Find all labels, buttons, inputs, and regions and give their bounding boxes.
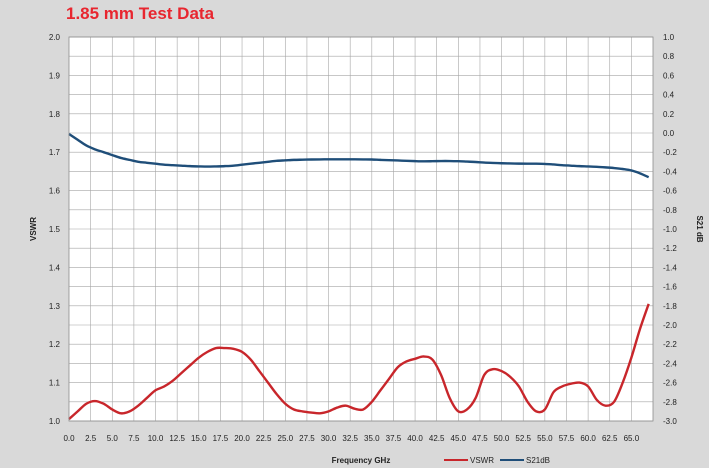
x-tick-label: 42.5 [429, 434, 445, 443]
legend-label-s21db: S21dB [526, 456, 550, 465]
y2-tick-label: -1.8 [663, 302, 677, 311]
x-tick-label: 12.5 [169, 434, 185, 443]
x-tick-label: 50.0 [494, 434, 510, 443]
y2-tick-label: -2.4 [663, 359, 677, 368]
series-line-vswr [68, 303, 650, 420]
y-tick-label: 1.1 [49, 379, 61, 388]
y-tick-label: 1.5 [49, 225, 61, 234]
x-tick-label: 57.5 [559, 434, 575, 443]
y-tick-label: 1.9 [49, 71, 61, 80]
y-tick-label: 1.0 [49, 417, 61, 426]
y-tick-label: 1.4 [49, 263, 61, 272]
y2-tick-label: -0.4 [663, 167, 677, 176]
chart-title: 1.85 mm Test Data [66, 4, 215, 23]
y-tick-label: 1.7 [49, 148, 61, 157]
legend: VSWR S21dB [444, 456, 550, 465]
x-tick-label: 35.0 [364, 434, 380, 443]
y2-tick-label: 0.8 [663, 52, 675, 61]
y2-tick-label: -1.0 [663, 225, 677, 234]
x-tick-label: 15.0 [191, 434, 207, 443]
x-axis-title: Frequency GHz [332, 456, 391, 465]
y2-tick-label: -2.0 [663, 321, 677, 330]
y-tick-label: 1.2 [49, 340, 61, 349]
y2-tick-label: 0.0 [663, 129, 675, 138]
x-tick-label: 20.0 [234, 434, 250, 443]
x-tick-label: 25.0 [278, 434, 294, 443]
x-tick-label: 65.0 [624, 434, 640, 443]
x-tick-label: 37.5 [386, 434, 402, 443]
series-layer [68, 132, 650, 420]
x-tick-label: 7.5 [128, 434, 140, 443]
x-tick-label: 17.5 [213, 434, 229, 443]
x-tick-label: 60.0 [580, 434, 596, 443]
y2-tick-label: 0.4 [663, 91, 675, 100]
x-tick-label: 40.0 [407, 434, 423, 443]
x-tick-label: 30.0 [321, 434, 337, 443]
y2-tick-label: -3.0 [663, 417, 677, 426]
x-tick-label: 22.5 [256, 434, 272, 443]
y-tick-label: 1.8 [49, 110, 61, 119]
y2-tick-label: -1.6 [663, 283, 677, 292]
x-tick-label: 27.5 [299, 434, 315, 443]
series-line-s21db [68, 132, 650, 179]
y-tick-label: 1.6 [49, 187, 61, 196]
y-tick-label: 1.3 [49, 302, 61, 311]
x-tick-label: 10.0 [148, 434, 164, 443]
y2-tick-label: -1.4 [663, 263, 677, 272]
y-axis-title: VSWR [29, 217, 38, 241]
y2-tick-label: -0.2 [663, 148, 677, 157]
x-tick-label: 55.0 [537, 434, 553, 443]
x-tick-label: 2.5 [85, 434, 97, 443]
y2-tick-label: -2.6 [663, 379, 677, 388]
y2-tick-label: 1.0 [663, 33, 675, 42]
plot-frame [68, 36, 654, 422]
y-tick-label: 2.0 [49, 33, 61, 42]
x-tick-label: 0.0 [63, 434, 75, 443]
x-tick-label: 32.5 [342, 434, 358, 443]
y2-tick-label: -2.2 [663, 340, 677, 349]
x-tick-label: 52.5 [515, 434, 531, 443]
tick-labels: 0.0 2.5 5.0 7.5 10.0 12.5 15.0 17.5 20.0 22.5 25.0… [49, 33, 677, 443]
grid [69, 36, 653, 422]
y2-tick-label: -0.6 [663, 187, 677, 196]
y2-tick-label: 0.2 [663, 110, 675, 119]
x-tick-label: 62.5 [602, 434, 618, 443]
y2-tick-label: -0.8 [663, 206, 677, 215]
y2-tick-label: -2.8 [663, 398, 677, 407]
x-tick-label: 47.5 [472, 434, 488, 443]
y2-axis-title: S21 dB [695, 215, 704, 242]
y2-tick-label: -1.2 [663, 244, 677, 253]
legend-label-vswr: VSWR [470, 456, 494, 465]
y2-tick-label: 0.6 [663, 71, 675, 80]
x-tick-label: 5.0 [107, 434, 119, 443]
x-tick-label: 45.0 [451, 434, 467, 443]
